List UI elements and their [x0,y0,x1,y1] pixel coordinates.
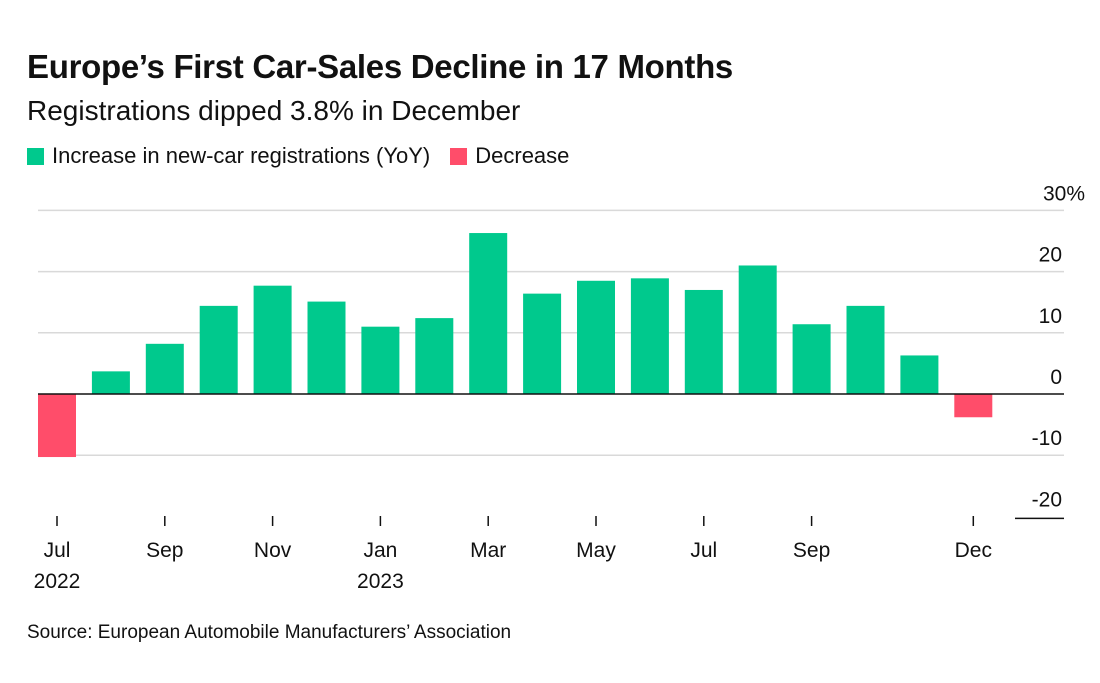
source-note: Source: European Automobile Manufacturer… [27,622,512,643]
bar-sep-2022 [145,343,184,394]
x-tick-label: Dec [955,539,992,562]
legend-label-increase: Increase in new-car registrations (YoY) [52,143,431,168]
bar-sep-2023 [792,324,831,394]
x-tick-label: Jan [363,539,397,562]
x-tick-label: Jul [690,539,717,562]
x-tick-label-year: 2023 [357,570,404,593]
x-tick-label: Jul [44,539,71,562]
y-tick-label: 20 [1039,244,1062,267]
bar-dec-2023 [954,394,993,418]
legend-item-increase: Increase in new-car registrations (YoY) [27,143,430,169]
bar-oct-2023 [846,305,885,394]
bar-oct-2022 [199,305,238,394]
legend-item-decrease: Decrease [450,143,569,169]
chart-title: Europe’s First Car-Sales Decline in 17 M… [27,48,733,85]
legend-swatch-decrease [450,147,468,165]
y-tick-label: 10 [1039,305,1062,328]
legend-swatch-increase [27,147,44,165]
y-tick-label: -20 [1032,488,1062,511]
x-tick-label: Sep [793,539,830,562]
bar-jul-2022 [38,394,76,458]
legend: Increase in new-car registrations (YoY) … [27,143,589,169]
bar-apr-2023 [523,293,562,394]
bar-aug-2023 [738,265,777,394]
bar-jun-2023 [630,278,669,394]
bar-feb-2023 [415,318,454,394]
x-tick-label: Mar [470,539,506,562]
bar-may-2023 [577,280,615,394]
bar-nov-2022 [253,285,292,394]
y-tick-label: -10 [1032,427,1062,450]
y-tick-label: 30% [1043,182,1085,205]
x-tick-label: Nov [254,539,292,562]
legend-label-decrease: Decrease [475,143,570,168]
bar-nov-2023 [900,355,939,394]
bar-dec-2022 [307,301,346,394]
x-tick-label: Sep [146,539,183,562]
bar-jul-2023 [684,289,723,394]
bar-aug-2022 [91,371,130,394]
chart-subtitle: Registrations dipped 3.8% in December [27,95,521,126]
x-tick-label: May [576,539,616,562]
bar-jan-2023 [361,326,400,394]
x-tick-label-year: 2022 [34,570,81,593]
y-tick-label: 0 [1050,366,1062,389]
bar-mar-2023 [469,233,508,394]
